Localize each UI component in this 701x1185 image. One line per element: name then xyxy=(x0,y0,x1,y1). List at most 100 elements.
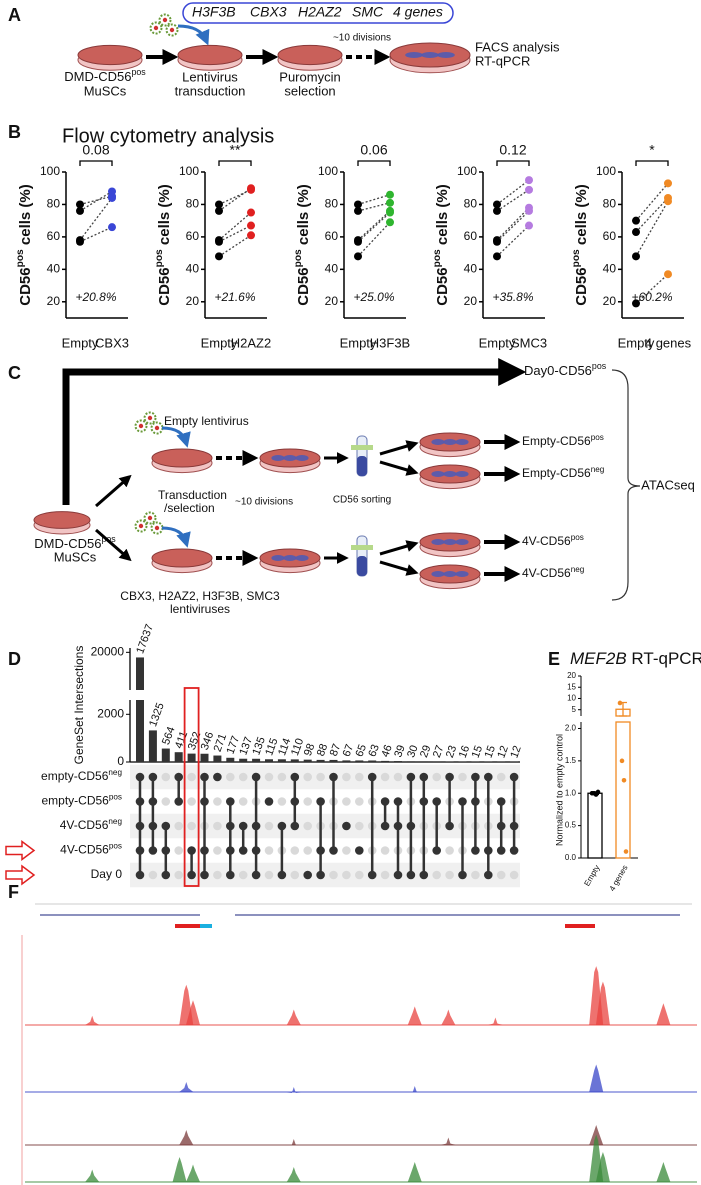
y-axis-label-part: CD56 xyxy=(17,267,34,305)
peak xyxy=(656,1003,671,1025)
matrix-dot xyxy=(393,870,403,880)
bar xyxy=(174,752,183,762)
pair-line xyxy=(357,210,391,241)
output-label: Day0-CD56pos xyxy=(524,361,607,378)
value-label: 87 xyxy=(328,742,343,758)
significance-bracket xyxy=(496,160,530,166)
matrix-dot-empty xyxy=(187,821,196,831)
sorting-label: CD56 sorting xyxy=(333,495,391,506)
matrix-dot xyxy=(509,772,519,782)
y-tick-label: 100 xyxy=(596,164,616,178)
x-tick-label: 4 genes xyxy=(608,864,630,893)
point xyxy=(632,252,640,261)
dish-top xyxy=(33,511,91,529)
matrix-dot xyxy=(161,870,171,880)
matrix-dot xyxy=(471,846,480,855)
cell xyxy=(431,571,445,577)
set-label-part: neg xyxy=(108,768,122,777)
arrow xyxy=(95,474,132,508)
virus-core xyxy=(147,415,153,421)
matrix-dot xyxy=(200,797,209,806)
matrix-dot-empty xyxy=(342,797,351,806)
virus-core xyxy=(162,17,168,23)
peak xyxy=(595,1152,610,1182)
y-axis-label-part: pos xyxy=(293,249,304,267)
matrix-dot xyxy=(238,821,248,831)
cell xyxy=(405,52,423,58)
output-label: FACS analysis xyxy=(475,39,560,54)
matrix-dot-empty xyxy=(355,797,364,806)
value-label: 1325 xyxy=(147,701,167,728)
matrix-dot-empty xyxy=(393,772,403,782)
value-label: 46 xyxy=(379,743,394,759)
matrix-dot xyxy=(380,797,390,806)
matrix-dot xyxy=(174,797,183,806)
peak xyxy=(85,1015,100,1025)
value-label: 29 xyxy=(418,744,433,760)
tube-liquid xyxy=(357,456,367,476)
value-label: 114 xyxy=(276,737,293,758)
y-tick-label: 60 xyxy=(47,229,61,243)
matrix-dot-empty xyxy=(445,870,454,880)
value-label: 63 xyxy=(366,743,381,759)
point xyxy=(525,185,533,194)
step-label-part: DMD-CD56 xyxy=(64,69,131,84)
bar xyxy=(136,700,144,762)
matrix-dot xyxy=(226,846,235,855)
significance-bracket xyxy=(635,160,669,166)
main-arrow xyxy=(62,358,527,505)
matrix-dot xyxy=(290,821,300,831)
matrix-dot-empty xyxy=(264,870,274,880)
point xyxy=(76,206,84,215)
pair-line xyxy=(79,226,113,243)
significance-bracket xyxy=(357,160,391,166)
point xyxy=(525,206,533,215)
matrix-dot xyxy=(251,772,261,782)
matrix-dot xyxy=(419,870,429,880)
set-label: 4V-CD56neg xyxy=(60,817,123,833)
matrix-dot xyxy=(432,846,442,855)
peak xyxy=(186,1164,200,1182)
assay-label: ATACseq xyxy=(641,477,695,492)
step-label: Puromycin xyxy=(279,69,340,84)
x-tick-label: Empty xyxy=(479,335,516,350)
point xyxy=(595,789,601,795)
matrix-dot xyxy=(161,846,171,855)
point xyxy=(664,179,672,188)
virus-label: CBX3, H2AZ2, H3F3B, SMC3 xyxy=(120,589,280,603)
point xyxy=(247,208,255,217)
matrix-dot-empty xyxy=(316,772,325,782)
value-label: 177 xyxy=(225,734,243,755)
output-label-part: pos xyxy=(591,433,604,442)
matrix-dot-empty xyxy=(303,797,313,806)
set-label-part: 4V-CD56 xyxy=(60,843,109,857)
bar xyxy=(303,759,312,762)
cell xyxy=(271,555,285,561)
x-tick-label: CBX3 xyxy=(95,335,129,350)
bar xyxy=(368,760,377,762)
y-tick-label: 40 xyxy=(464,262,478,276)
pair-line xyxy=(357,194,391,206)
matrix-dot-empty xyxy=(161,797,171,806)
matrix-dot-empty xyxy=(458,772,467,782)
set-label: Day 0 xyxy=(91,867,123,881)
set-label: empty-CD56pos xyxy=(41,792,122,808)
tube-filter xyxy=(351,545,373,550)
peak xyxy=(441,1137,456,1145)
y-tick-label: 100 xyxy=(318,164,338,178)
x-tick-label: SMC3 xyxy=(511,335,547,350)
matrix-dot-empty xyxy=(380,870,390,880)
step-label: selection xyxy=(284,83,335,98)
cell xyxy=(443,471,457,477)
matrix-dot-empty xyxy=(290,846,300,855)
output-label: RT-qPCR xyxy=(475,53,530,68)
bar xyxy=(187,753,196,762)
matrix-dot-empty xyxy=(303,772,313,782)
change-label: +25.0% xyxy=(353,290,394,304)
matrix-dot xyxy=(264,797,274,806)
bar xyxy=(316,759,325,762)
matrix-dot-empty xyxy=(432,870,442,880)
gene-feature xyxy=(175,924,200,928)
cell xyxy=(443,571,457,577)
bar xyxy=(381,760,390,762)
